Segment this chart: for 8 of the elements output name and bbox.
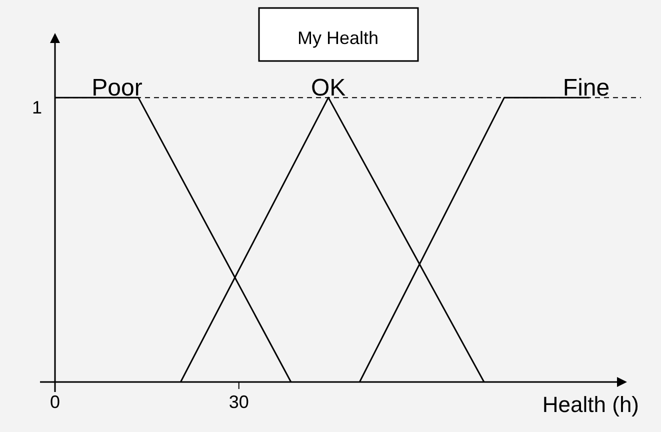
series-label: Fine: [562, 74, 610, 102]
series-label: OK: [311, 74, 346, 102]
series-label: Poor: [92, 74, 142, 102]
x-tick-label: 30: [228, 392, 249, 412]
chart-title: My Health: [297, 28, 379, 48]
ref-line-label: 1: [32, 98, 42, 118]
x-tick-label: 0: [50, 392, 60, 412]
x-axis-title: Health (h): [542, 392, 639, 417]
